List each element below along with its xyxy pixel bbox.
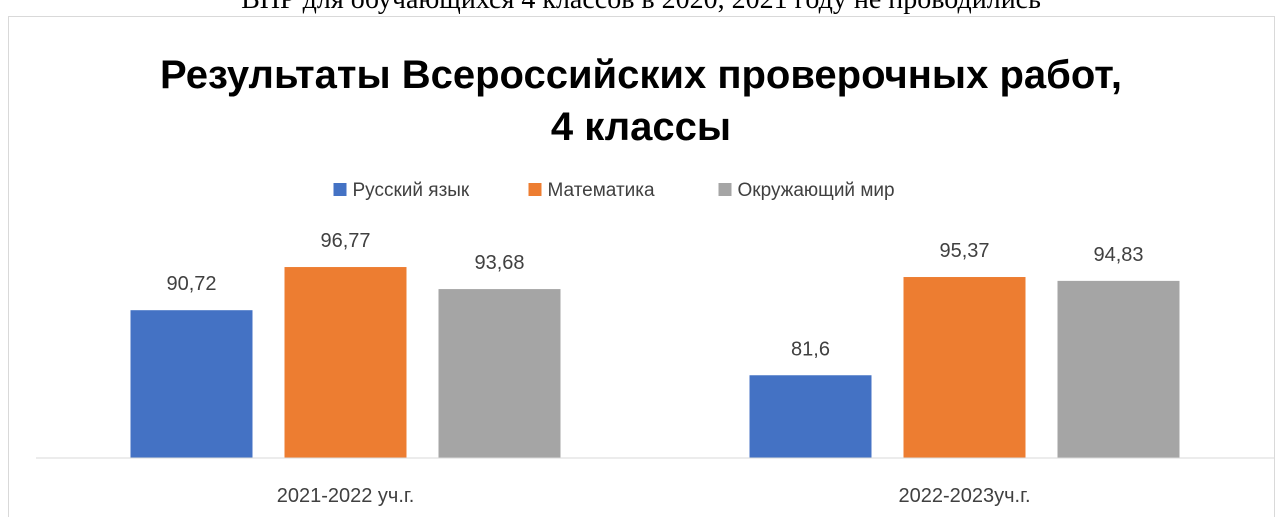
bar — [438, 289, 561, 458]
bar — [749, 375, 872, 458]
legend-swatch — [718, 183, 732, 196]
bar — [130, 310, 253, 458]
x-tick-label: 2021-2022 уч.г. — [277, 485, 415, 507]
legend-swatch — [528, 183, 542, 196]
data-label: 90,72 — [166, 273, 216, 295]
chart-title: Результаты Всероссийских проверочных раб… — [160, 53, 1122, 97]
x-tick-label: 2022-2023уч.г. — [898, 485, 1030, 507]
legend-label: Русский язык — [353, 180, 470, 201]
bar — [903, 277, 1026, 458]
data-label: 96,77 — [320, 230, 370, 252]
legend-swatch — [333, 183, 347, 196]
legend-label: Математика — [548, 180, 656, 201]
legend-label: Окружающий мир — [738, 180, 895, 201]
data-label: 94,83 — [1093, 244, 1143, 266]
chart-frame — [8, 16, 1275, 517]
bar — [284, 267, 407, 458]
data-label: 81,6 — [791, 338, 830, 360]
chart-title: 4 классы — [551, 105, 731, 149]
data-label: 93,68 — [474, 252, 524, 274]
note: ВПР для обучающихся 4 классов в 2020, 20… — [241, 0, 1041, 15]
data-label: 95,37 — [939, 240, 989, 262]
bar — [1057, 280, 1180, 458]
